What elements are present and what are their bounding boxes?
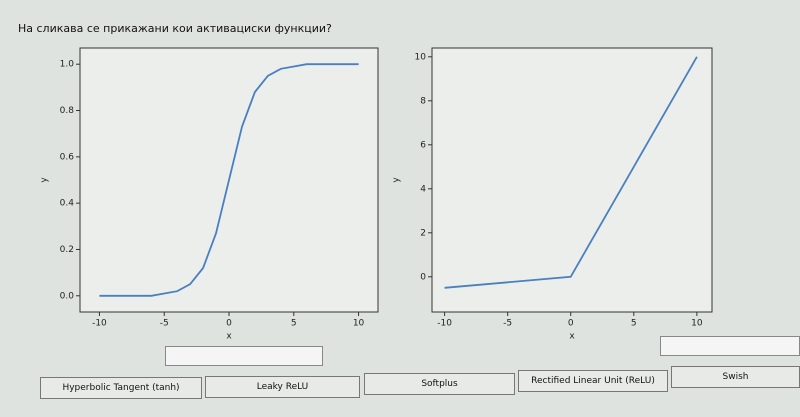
y-tick-label: 4 xyxy=(420,184,426,194)
y-tick-label: 0.8 xyxy=(60,106,75,116)
option-button[interactable]: Rectified Linear Unit (ReLU) xyxy=(518,370,668,392)
y-tick-label: 8 xyxy=(420,96,426,106)
answer-input[interactable] xyxy=(660,336,800,356)
plot-area xyxy=(431,47,713,313)
x-tick-label: 10 xyxy=(353,319,365,329)
y-tick-label: 1.0 xyxy=(60,60,75,70)
x-tick-label: 0 xyxy=(568,319,574,329)
y-tick-label: 0.6 xyxy=(60,152,75,162)
answer-input[interactable] xyxy=(165,346,323,366)
option-button[interactable]: Leaky ReLU xyxy=(205,376,360,398)
option-button[interactable]: Swish xyxy=(671,366,800,388)
x-tick-label: 10 xyxy=(691,319,703,329)
y-axis-label: y xyxy=(40,177,50,183)
option-button[interactable]: Softplus xyxy=(364,373,515,395)
x-tick-label: 5 xyxy=(291,319,297,329)
x-axis-label: x xyxy=(569,332,575,342)
y-tick-label: 0.2 xyxy=(60,245,74,255)
question: На сликава се прикажани кои активациски … xyxy=(18,22,332,35)
y-tick-label: 10 xyxy=(415,52,427,62)
option-button[interactable]: Hyperbolic Tangent (tanh) xyxy=(40,377,202,399)
y-tick-label: 0 xyxy=(420,272,426,282)
y-tick-label: 2 xyxy=(420,228,426,238)
x-tick-label: -5 xyxy=(503,319,512,329)
x-axis-label: x xyxy=(226,332,232,342)
x-tick-label: 5 xyxy=(631,319,637,329)
y-axis-label: y xyxy=(392,177,402,183)
x-tick-label: 0 xyxy=(226,319,232,329)
x-tick-label: -10 xyxy=(92,319,107,329)
y-tick-label: 0.4 xyxy=(60,199,75,209)
line xyxy=(99,63,359,297)
x-tick-label: -10 xyxy=(437,319,452,329)
y-tick-label: 0.0 xyxy=(60,291,75,301)
x-tick-label: -5 xyxy=(160,319,169,329)
line xyxy=(444,56,698,289)
y-tick-label: 6 xyxy=(420,140,426,150)
